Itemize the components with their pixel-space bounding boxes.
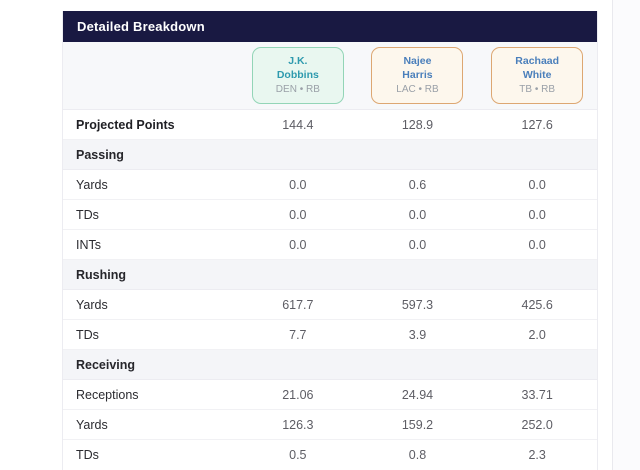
stat-row-tds: TDs 7.7 3.9 2.0 bbox=[63, 320, 597, 350]
player-team-position: TB • RB bbox=[519, 84, 556, 96]
stat-value: 2.0 bbox=[528, 327, 546, 342]
stat-row-yards: Yards 0.0 0.6 0.0 bbox=[63, 170, 597, 200]
stat-label: TDs bbox=[76, 448, 99, 462]
stat-value: 127.6 bbox=[521, 117, 553, 132]
stat-value: 0.0 bbox=[289, 237, 307, 252]
stat-value: 425.6 bbox=[521, 297, 553, 312]
stat-value: 159.2 bbox=[401, 417, 434, 432]
player-column-1: J.K. Dobbins DEN • RB bbox=[238, 47, 358, 104]
player-team-position: DEN • RB bbox=[275, 84, 320, 96]
player-last-name: Harris bbox=[402, 69, 433, 82]
player-first-name: Najee bbox=[403, 55, 432, 68]
stat-row-tds: TDs 0.0 0.0 0.0 bbox=[63, 200, 597, 230]
stat-value: 0.5 bbox=[289, 448, 307, 462]
players-header-row: J.K. Dobbins DEN • RB Najee Harris LAC • RB Ra… bbox=[63, 42, 597, 110]
detailed-breakdown-panel: Detailed Breakdown J.K. Dobbins DEN • RB Na… bbox=[62, 11, 598, 470]
stat-row-receptions: Receptions 21.06 24.94 33.71 bbox=[63, 380, 597, 410]
stat-value: 0.0 bbox=[408, 207, 427, 222]
player-team-position: LAC • RB bbox=[396, 84, 439, 96]
adjacent-panel-edge bbox=[612, 0, 613, 470]
player-column-2: Najee Harris LAC • RB bbox=[358, 47, 478, 104]
section-row-rushing: Rushing bbox=[63, 260, 597, 290]
stat-value: 7.7 bbox=[289, 327, 307, 342]
stat-value: 0.6 bbox=[408, 177, 427, 192]
player-card-rachaad-white[interactable]: Rachaad White TB • RB bbox=[491, 47, 584, 104]
stat-value: 126.3 bbox=[282, 417, 314, 432]
stat-label: TDs bbox=[76, 207, 99, 222]
stat-value: 33.71 bbox=[521, 387, 553, 402]
stat-value: 0.0 bbox=[408, 237, 427, 252]
stat-value: 128.9 bbox=[401, 117, 434, 132]
section-row-receiving: Receiving bbox=[63, 350, 597, 380]
stat-label: TDs bbox=[76, 327, 99, 342]
panel-title: Detailed Breakdown bbox=[77, 19, 205, 34]
section-label: Passing bbox=[76, 147, 124, 162]
stat-value: 0.0 bbox=[528, 237, 546, 252]
section-label: Receiving bbox=[76, 357, 136, 372]
stat-label: Yards bbox=[76, 417, 108, 432]
player-column-3: Rachaad White TB • RB bbox=[477, 47, 597, 104]
stat-value: 597.3 bbox=[401, 297, 434, 312]
stat-label: Yards bbox=[76, 177, 108, 192]
stat-label: INTs bbox=[76, 237, 101, 252]
stat-value: 0.0 bbox=[289, 207, 307, 222]
stat-label: Receptions bbox=[76, 387, 139, 402]
player-last-name: White bbox=[522, 69, 552, 82]
stat-value: 0.0 bbox=[528, 177, 546, 192]
player-first-name: J.K. bbox=[288, 55, 308, 68]
stat-value: 144.4 bbox=[282, 117, 314, 132]
stat-row-yards: Yards 126.3 159.2 252.0 bbox=[63, 410, 597, 440]
stat-row-tds: TDs 0.5 0.8 2.3 bbox=[63, 440, 597, 470]
adjacent-panel-background bbox=[613, 0, 640, 470]
stat-value: 24.94 bbox=[401, 387, 434, 402]
stat-label: Projected Points bbox=[76, 117, 175, 132]
stat-row-ints: INTs 0.0 0.0 0.0 bbox=[63, 230, 597, 260]
player-last-name: Dobbins bbox=[276, 69, 319, 82]
player-card-j-k-dobbins[interactable]: J.K. Dobbins DEN • RB bbox=[251, 47, 344, 104]
stat-value: 252.0 bbox=[521, 417, 553, 432]
stat-value: 21.06 bbox=[282, 387, 314, 402]
stat-value: 0.0 bbox=[289, 177, 307, 192]
stat-value: 617.7 bbox=[282, 297, 314, 312]
stat-row-projected-points: Projected Points 144.4 128.9 127.6 bbox=[63, 110, 597, 140]
player-first-name: Rachaad bbox=[515, 55, 560, 68]
stat-row-yards: Yards 617.7 597.3 425.6 bbox=[63, 290, 597, 320]
stat-value: 0.0 bbox=[528, 207, 546, 222]
section-row-passing: Passing bbox=[63, 140, 597, 170]
panel-header: Detailed Breakdown bbox=[63, 11, 597, 42]
stat-label: Yards bbox=[76, 297, 108, 312]
stats-table: Projected Points 144.4 128.9 127.6 Passing Ya… bbox=[63, 110, 597, 470]
stat-value: 0.8 bbox=[408, 448, 427, 462]
player-card-najee-harris[interactable]: Najee Harris LAC • RB bbox=[371, 47, 464, 104]
stat-value: 2.3 bbox=[528, 448, 546, 462]
section-label: Rushing bbox=[76, 267, 126, 282]
stat-value: 3.9 bbox=[408, 327, 427, 342]
